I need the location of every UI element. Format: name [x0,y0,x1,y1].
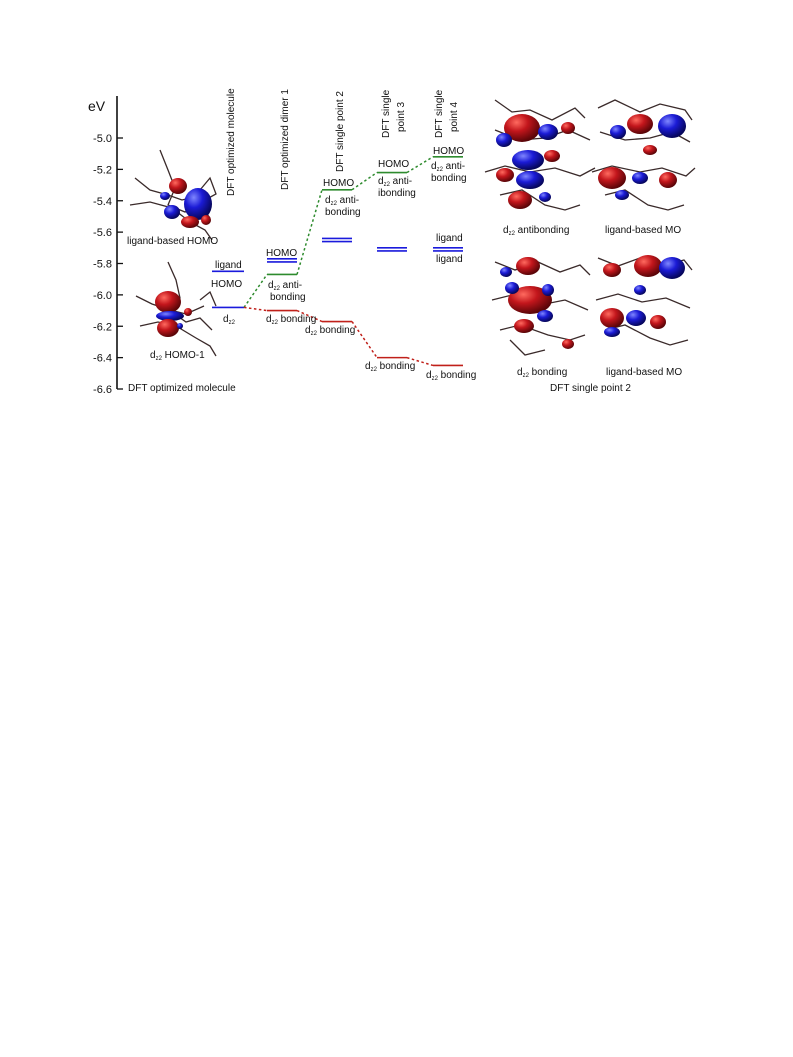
column-headers: DFT optimized molecule DFT optimized dim… [226,88,460,196]
label-dimer1-homo: HOMO [266,248,297,259]
axis-tick-label: -5.4 [93,196,112,208]
column-header-single3-line2: point 3 [396,102,407,132]
caption-ligand-based-mo-lower: ligand-based MO [606,367,682,378]
axis-tick-label: -6.2 [93,321,112,333]
axis-ticks: -5.0 -5.2 -5.4 -5.6 -5.8 -6.0 -6.2 -6.4 -6.6 [93,133,123,396]
label-molecule-ligand: ligand [215,260,242,271]
axis-tick-label: -5.6 [93,227,112,239]
axis-tick-label: -5.8 [93,259,112,271]
label-single4-homo: HOMO [433,146,464,157]
column-header-single2: DFT single point 2 [335,91,346,172]
column-header-molecule: DFT optimized molecule [226,88,237,196]
axis-tick-label: -6.4 [93,353,112,365]
caption-dz2-bonding: dz2 bonding [517,367,567,379]
column-header-dimer1: DFT optimized dimer 1 [280,89,291,190]
caption-dz2-homo-1: dz2 HOMO-1 [150,350,205,362]
label-single4-anti: dz2 anti- [431,161,465,173]
axis-tick-label: -6.6 [93,384,112,396]
orbital-image-ligand-mo-lower [595,255,693,346]
label-molecule-dz2: dz2 [223,314,236,326]
connector-antibonding [243,274,268,308]
orbital-image-ligand-mo-upper [591,99,696,211]
connector-antibonding [406,156,434,174]
caption-ligand-based-homo: ligand-based HOMO [127,236,218,247]
label-single3-homo: HOMO [378,159,409,170]
caption-right-footer: DFT single point 2 [550,383,631,394]
connector-bonding [243,306,268,312]
label-single4-anti-line2: bonding [431,173,467,184]
caption-left-footer: DFT optimized molecule [128,383,236,394]
caption-ligand-based-mo-upper: ligand-based MO [605,225,681,236]
label-single2-anti: dz2 anti- [325,195,359,207]
label-single4-ligand-lower: ligand [436,254,463,265]
energy-levels [212,156,463,367]
axis-tick-label: -5.2 [93,164,112,176]
label-dimer1-anti-line2: bonding [270,292,306,303]
label-single3-bond: dz2 bonding [365,361,415,373]
axis-tick-label: -6.0 [93,290,112,302]
orbital-image-dz2-homo-1 [135,261,217,357]
label-single4-ligand-upper: ligand [436,233,463,244]
correlation-lines [243,156,434,367]
energy-axis: eV -5.0 -5.2 -5.4 -5.6 -5.8 -6.0 -6.2 -6.4 -6.6 [88,96,123,396]
label-single2-bond: dz2 bonding [305,325,355,337]
label-single3-anti-line2: ibonding [378,188,416,199]
connector-antibonding [351,171,378,191]
column-header-single4-line1: DFT single [434,89,445,138]
orbital-image-ligand-homo [129,149,217,241]
label-single4-bond: dz2 bonding [426,370,476,382]
connector-bonding [351,321,378,359]
orbital-image-dz2-bonding [491,257,591,356]
label-single3-anti: dz2 anti- [378,176,412,188]
column-header-single3-line1: DFT single [381,89,392,138]
label-single2-homo: HOMO [323,178,354,189]
level-labels: ligand HOMO dz2 HOMO dz2 anti- bonding d… [211,146,476,382]
caption-dz2-antibonding: dz2 antibonding [503,225,569,237]
label-dimer1-anti: dz2 anti- [268,280,302,292]
label-dimer1-bond: dz2 bonding [266,314,316,326]
axis-unit-label: eV [88,98,106,114]
column-header-single4-line2: point 4 [449,102,460,132]
connector-antibonding [296,189,323,275]
axis-tick-label: -5.0 [93,133,112,145]
orbital-image-dz2-antibonding [484,99,596,211]
label-single2-anti-line2: bonding [325,207,361,218]
label-molecule-homo: HOMO [211,279,242,290]
